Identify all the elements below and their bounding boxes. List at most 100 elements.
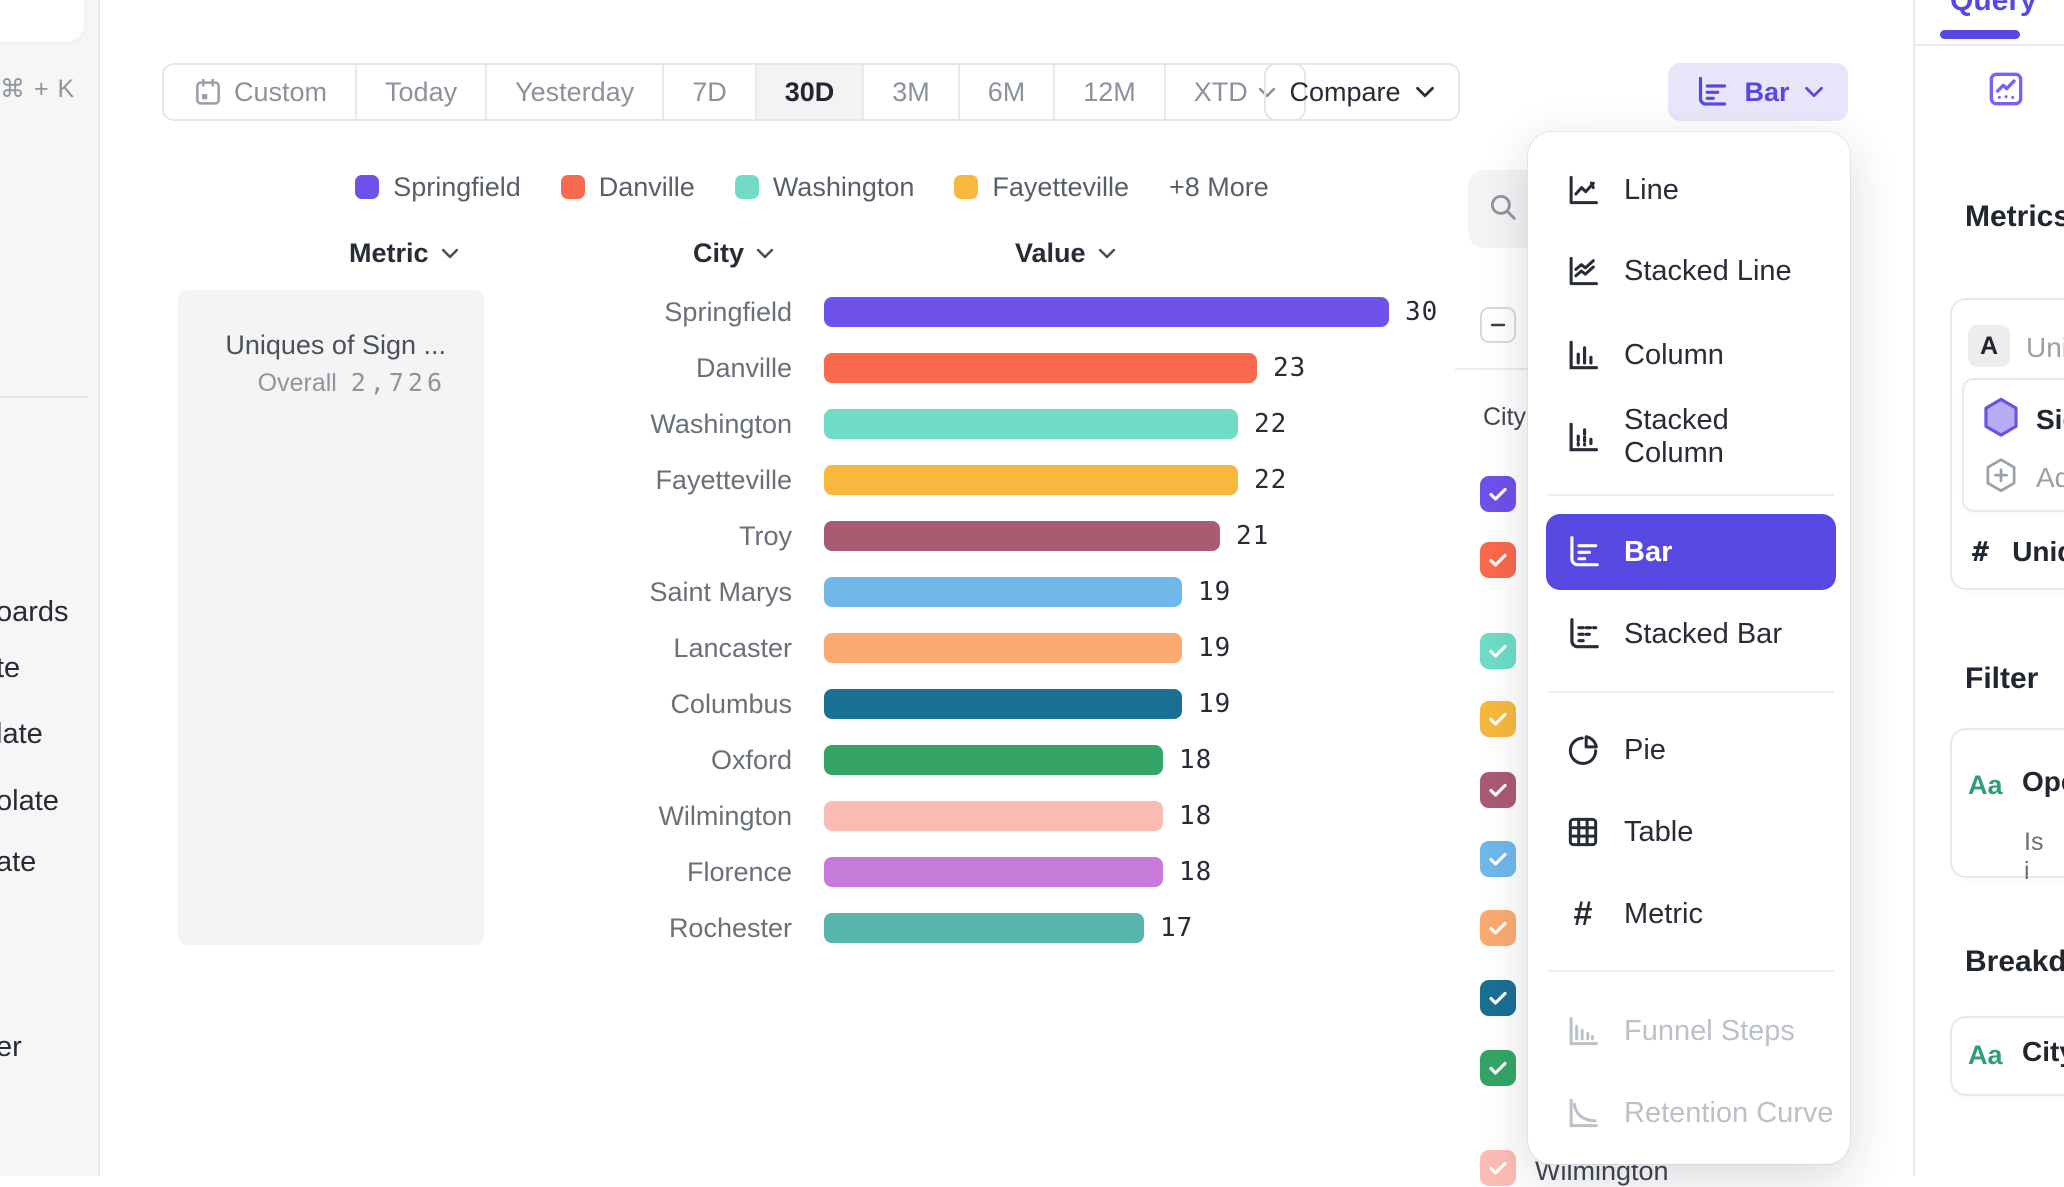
- bar[interactable]: [824, 801, 1163, 831]
- city-header-label: City: [693, 238, 745, 268]
- measure-row[interactable]: # Uniqu: [1972, 535, 2064, 568]
- bar[interactable]: [824, 913, 1144, 943]
- filter-card[interactable]: [1950, 728, 2064, 878]
- metric-card-overall: Overall 2,726: [178, 368, 446, 398]
- date-range-6m[interactable]: 6M: [957, 65, 1054, 119]
- metric-column-header[interactable]: Metric: [349, 238, 459, 269]
- add-event-label[interactable]: Ad: [2036, 462, 2064, 493]
- menu-item-label: Table: [1624, 815, 1694, 848]
- breakdown-checkbox[interactable]: [1480, 841, 1516, 877]
- date-range-3m[interactable]: 3M: [862, 65, 958, 119]
- menu-item-bar[interactable]: Bar: [1546, 514, 1836, 590]
- menu-item-stacked-line[interactable]: Stacked Line: [1546, 233, 1836, 309]
- breakdown-checkbox[interactable]: [1480, 910, 1516, 946]
- date-range-12m[interactable]: 12M: [1053, 65, 1164, 119]
- date-range-custom[interactable]: Custom: [164, 65, 355, 119]
- date-range-30d[interactable]: 30D: [754, 65, 863, 119]
- column-chart-icon: [1564, 336, 1602, 374]
- stacked-bar-chart-icon: [1564, 615, 1602, 653]
- select-all-checkbox[interactable]: [1480, 307, 1516, 343]
- metric-header-label: Metric: [349, 238, 429, 268]
- filter-operator-label: Is: [2024, 828, 2044, 856]
- breakdown-checkbox[interactable]: [1480, 772, 1516, 808]
- bar[interactable]: [824, 409, 1238, 439]
- bar[interactable]: [824, 577, 1182, 607]
- menu-item-metric[interactable]: # Metric: [1546, 876, 1836, 952]
- overall-value: 2,726: [350, 368, 446, 397]
- check-icon: [1486, 986, 1510, 1010]
- bar[interactable]: [824, 353, 1257, 383]
- value-column-header[interactable]: Value: [1015, 238, 1116, 269]
- add-event-icon[interactable]: [1982, 456, 2020, 496]
- compare-label: Compare: [1289, 76, 1401, 107]
- bar[interactable]: [824, 465, 1238, 495]
- metric-card[interactable]: [178, 290, 484, 945]
- bar-value-label: 19: [1198, 633, 1232, 663]
- minus-icon: [1490, 323, 1506, 327]
- legend-item-fayetteville[interactable]: Fayetteville: [954, 172, 1129, 203]
- date-range-xtd[interactable]: XTD: [1163, 65, 1304, 119]
- breakdown-checkbox[interactable]: [1480, 476, 1516, 512]
- date-range-today[interactable]: Today: [355, 65, 485, 119]
- sidebar-item-partial[interactable]: oards: [0, 596, 69, 628]
- chart-type-button[interactable]: Bar: [1668, 63, 1848, 121]
- menu-item-stacked-column[interactable]: Stacked Column: [1546, 399, 1836, 475]
- bar-value-label: 18: [1179, 745, 1213, 775]
- check-icon: [1486, 548, 1510, 572]
- menu-item-retention-curve: Retention Curve: [1546, 1075, 1836, 1151]
- property-type-icon: Aa: [1968, 1040, 2003, 1070]
- bar[interactable]: [824, 521, 1220, 551]
- hash-icon: #: [1573, 895, 1593, 933]
- bar[interactable]: [824, 297, 1389, 327]
- menu-item-line[interactable]: Line: [1546, 152, 1836, 228]
- breakdown-checkbox[interactable]: [1480, 701, 1516, 737]
- bar[interactable]: [824, 633, 1182, 663]
- legend-swatch: [954, 175, 979, 199]
- breakdown-checkbox[interactable]: [1480, 980, 1516, 1016]
- sidebar-item-partial[interactable]: olate: [0, 785, 59, 817]
- bar[interactable]: [824, 689, 1182, 719]
- chart-row-washington: Washington 22: [0, 396, 1460, 452]
- date-range-label: 6M: [987, 76, 1026, 107]
- event-card[interactable]: [1962, 378, 2064, 512]
- bar[interactable]: [824, 857, 1163, 887]
- date-range-yesterday[interactable]: Yesterday: [485, 65, 662, 119]
- bar-category-label: Wilmington: [658, 801, 792, 831]
- chart-row-florence: Florence 18: [0, 844, 1460, 900]
- bar-category-label: Springfield: [664, 297, 792, 327]
- breakdown-checkbox[interactable]: [1480, 1050, 1516, 1086]
- breakdown-property: City: [2022, 1036, 2064, 1067]
- menu-item-table[interactable]: Table: [1546, 794, 1836, 870]
- compare-button[interactable]: Compare: [1264, 63, 1460, 121]
- filter-operator[interactable]: Is i: [2024, 828, 2064, 886]
- legend-more-button[interactable]: +8 More: [1168, 171, 1269, 202]
- legend-item-washington[interactable]: Washington: [734, 172, 914, 203]
- stacked-line-chart-icon: [1564, 252, 1602, 290]
- menu-item-stacked-bar[interactable]: Stacked Bar: [1546, 596, 1836, 672]
- city-column-header[interactable]: City: [693, 238, 774, 269]
- menu-divider: [1548, 691, 1834, 693]
- metric-letter-badge: A: [1968, 325, 2010, 367]
- menu-item-column[interactable]: Column: [1546, 317, 1836, 393]
- sidebar-search-box[interactable]: [0, 0, 84, 42]
- sidebar-item-partial[interactable]: er: [0, 1031, 22, 1063]
- chart-preview-icon[interactable]: [1986, 68, 2026, 110]
- breakdown-checkbox[interactable]: [1480, 1150, 1516, 1186]
- legend-item-danville[interactable]: Danville: [560, 172, 695, 203]
- menu-item-label: Retention Curve: [1624, 1096, 1834, 1129]
- date-range-7d[interactable]: 7D: [662, 65, 755, 119]
- bar-value-label: 19: [1198, 689, 1232, 719]
- sidebar-item-partial[interactable]: te: [0, 652, 21, 684]
- date-range-label: Today: [385, 76, 458, 107]
- menu-item-pie[interactable]: Pie: [1546, 712, 1836, 788]
- legend-item-springfield[interactable]: Springfield: [355, 172, 521, 203]
- bar-category-label: Saint Marys: [649, 577, 792, 607]
- bar[interactable]: [824, 745, 1163, 775]
- breakdown-checkbox[interactable]: [1480, 633, 1516, 669]
- sidebar-item-partial[interactable]: ate: [0, 846, 37, 878]
- breakdown-card[interactable]: [1950, 1016, 2064, 1096]
- sidebar-item-partial[interactable]: late: [0, 718, 43, 750]
- breakdown-checkbox[interactable]: [1480, 542, 1516, 578]
- tab-query[interactable]: Query: [1950, 0, 2037, 17]
- check-icon: [1486, 707, 1510, 731]
